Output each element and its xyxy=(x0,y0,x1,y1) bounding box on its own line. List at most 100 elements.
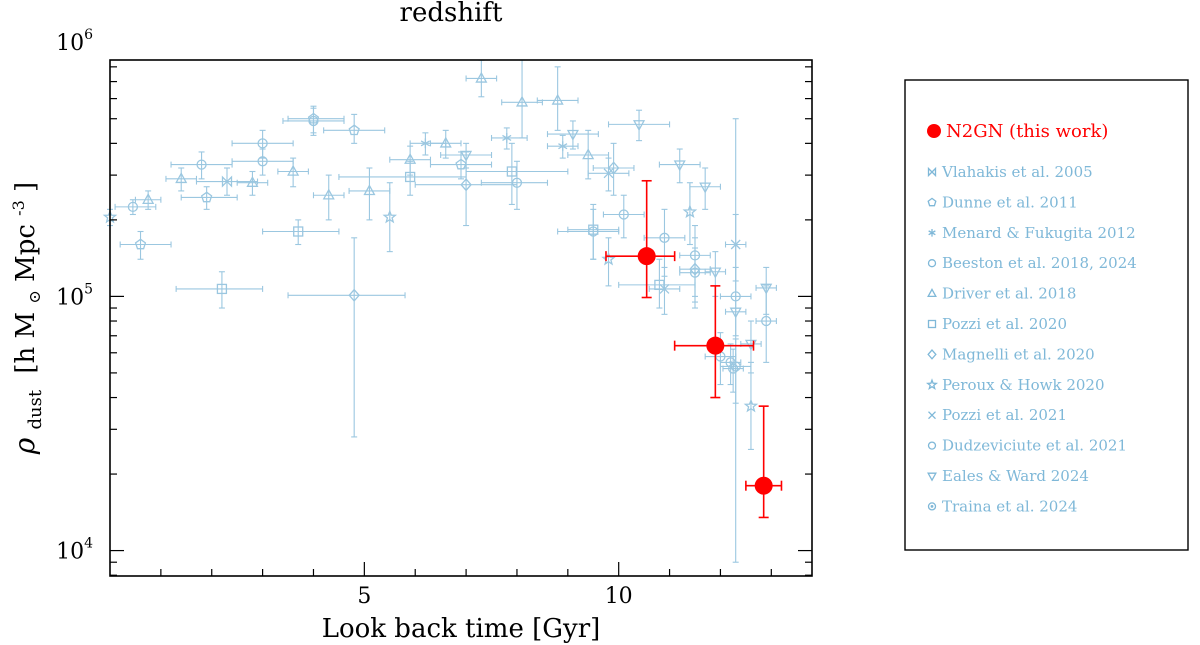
y-tick-label-1: 105 xyxy=(56,281,93,310)
x-axis-title: Look back time [Gyr] xyxy=(322,614,601,644)
series-1-point-3 xyxy=(348,124,360,136)
legend-series-0-label: Vlahakis et al. 2005 xyxy=(941,163,1093,181)
series-2-point-2 xyxy=(558,141,568,152)
series-4-point-4-errorbar xyxy=(312,174,345,221)
legend: N2GN (this work) Vlahakis et al. 2005 Dunn… xyxy=(904,79,1189,551)
series-4-point-7 xyxy=(439,136,452,148)
series-5-point-5-errorbar xyxy=(618,258,696,309)
series-10-point-3 xyxy=(673,160,686,172)
series-3-point-5-errorbar xyxy=(480,160,549,210)
series-1-point-0 xyxy=(134,238,147,250)
series-10-point-1 xyxy=(566,129,579,141)
series-1-point-2-errorbar xyxy=(287,105,345,134)
series-4-point-10-errorbar xyxy=(536,66,579,131)
series-4-point-9 xyxy=(515,95,529,107)
legend-series-3-label: Beeston et al. 2018, 2024 xyxy=(942,254,1137,272)
series-2-point-0 xyxy=(420,138,431,149)
series-8-point-0-errorbar xyxy=(587,157,630,192)
series-6-point-0-errorbar xyxy=(287,237,406,438)
series-4-point-8 xyxy=(475,71,488,83)
series-3-point-3 xyxy=(308,115,319,127)
series-10-point-7-errorbar xyxy=(740,320,762,374)
series-3-point-0 xyxy=(127,201,139,213)
series-7-point-1-errorbar xyxy=(386,182,393,253)
legend-series-3-marker xyxy=(927,259,937,268)
legend-entries: N2GN (this work) Vlahakis et al. 2005 Dunn… xyxy=(925,121,1137,515)
legend-series-5-marker xyxy=(927,319,937,329)
series-4-point-0 xyxy=(142,193,155,204)
legend-series-11-marker-dot xyxy=(930,505,934,508)
series-11-point-1-errorbar xyxy=(722,348,744,393)
legend-series-11-label: Traina et al. 2024 xyxy=(942,497,1077,515)
series-3-point-8 xyxy=(659,232,670,243)
series-9-point-0 xyxy=(689,267,701,278)
legend-series-8-label: Pozzi et al. 2021 xyxy=(942,406,1067,424)
series-4-point-2-errorbar xyxy=(236,170,269,196)
legend-series-5-label: Pozzi et al. 2020 xyxy=(942,315,1067,333)
series-3-point-7-errorbar xyxy=(602,194,645,239)
series-10-point-2-errorbar xyxy=(607,109,671,142)
n2gn-point-2-errorbar xyxy=(745,405,783,519)
series-10-point-1-errorbar xyxy=(546,120,599,150)
legend-n2gn-label: N2GN (this work) xyxy=(946,121,1108,142)
series-4-point-5 xyxy=(363,184,376,196)
legend-series-2-marker xyxy=(928,228,936,237)
series-5-point-4 xyxy=(588,224,599,235)
series-5-point-0 xyxy=(216,283,228,295)
series-2-point-1 xyxy=(502,133,512,143)
series-2-point-0-errorbar xyxy=(409,132,447,156)
plot-frame xyxy=(109,59,813,577)
y-axis-subscript: dust xyxy=(25,389,46,429)
series-10-point-0 xyxy=(460,150,473,162)
series-10 xyxy=(440,109,777,563)
legend-series-10-label: Eales & Ward 2024 xyxy=(942,467,1089,485)
series-10-point-4 xyxy=(699,182,712,194)
legend-series-2-label: Menard & Fukugita 2012 xyxy=(942,224,1136,242)
y-axis-symbol: ρ xyxy=(8,437,41,455)
n2gn-point-1 xyxy=(706,336,725,355)
series-10-point-2 xyxy=(632,120,646,132)
series-3-point-4 xyxy=(257,156,268,167)
legend-series-0-marker xyxy=(927,166,937,178)
y-axis-units-exponent: -3 xyxy=(9,200,28,216)
legend-series-7-marker xyxy=(925,378,939,391)
series-5-point-2-errorbar xyxy=(338,160,467,196)
series-11-point-1-ring xyxy=(728,363,739,374)
series-4-point-4 xyxy=(322,188,335,200)
series-1-point-1-errorbar xyxy=(180,186,238,210)
series-5-point-1-errorbar xyxy=(262,219,340,246)
series-4-point-11 xyxy=(582,148,595,160)
series-11-point-0-ring xyxy=(725,357,736,368)
series-1-point-0-errorbar xyxy=(119,230,172,260)
x-tick-label-1: 10 xyxy=(605,584,633,609)
series-8-point-1-errorbar xyxy=(648,266,681,315)
legend-series-1-marker xyxy=(927,197,937,207)
legend-series-8-marker xyxy=(928,411,936,420)
legend-series-4-label: Driver et al. 2018 xyxy=(942,285,1076,303)
series-3-point-2 xyxy=(257,138,268,149)
series-4-point-1-errorbar xyxy=(165,167,198,192)
y-tick-label-0-exp: 4 xyxy=(84,536,93,552)
legend-series-1-label: Dunne et al. 2011 xyxy=(942,193,1078,211)
series-6-point-2-errorbar xyxy=(592,142,635,196)
legend-series-6-label: Magnelli et al. 2020 xyxy=(942,345,1095,363)
series-3-point-7 xyxy=(618,209,629,220)
series-5-point-1 xyxy=(293,226,304,237)
series-7-point-2 xyxy=(601,251,616,266)
series-4-point-3-errorbar xyxy=(277,157,309,188)
series-10-point-4-errorbar xyxy=(689,167,721,210)
legend-series-10-marker xyxy=(927,472,937,482)
series-8-point-0 xyxy=(603,168,614,179)
y-axis-units-close: ] xyxy=(11,182,41,192)
legend-series-9-marker xyxy=(927,441,937,450)
series-0-point-0 xyxy=(221,175,233,188)
series-7-point-3 xyxy=(682,204,698,219)
series-6-point-1 xyxy=(460,178,472,192)
series-1-point-3-errorbar xyxy=(323,113,386,144)
series-4-point-2 xyxy=(246,175,259,187)
series-7-point-3-errorbar xyxy=(686,182,693,246)
series-10-point-6-errorbar xyxy=(724,118,747,563)
y-tick-label-2-exp: 6 xyxy=(84,27,93,43)
legend-series-4-marker xyxy=(927,288,937,298)
